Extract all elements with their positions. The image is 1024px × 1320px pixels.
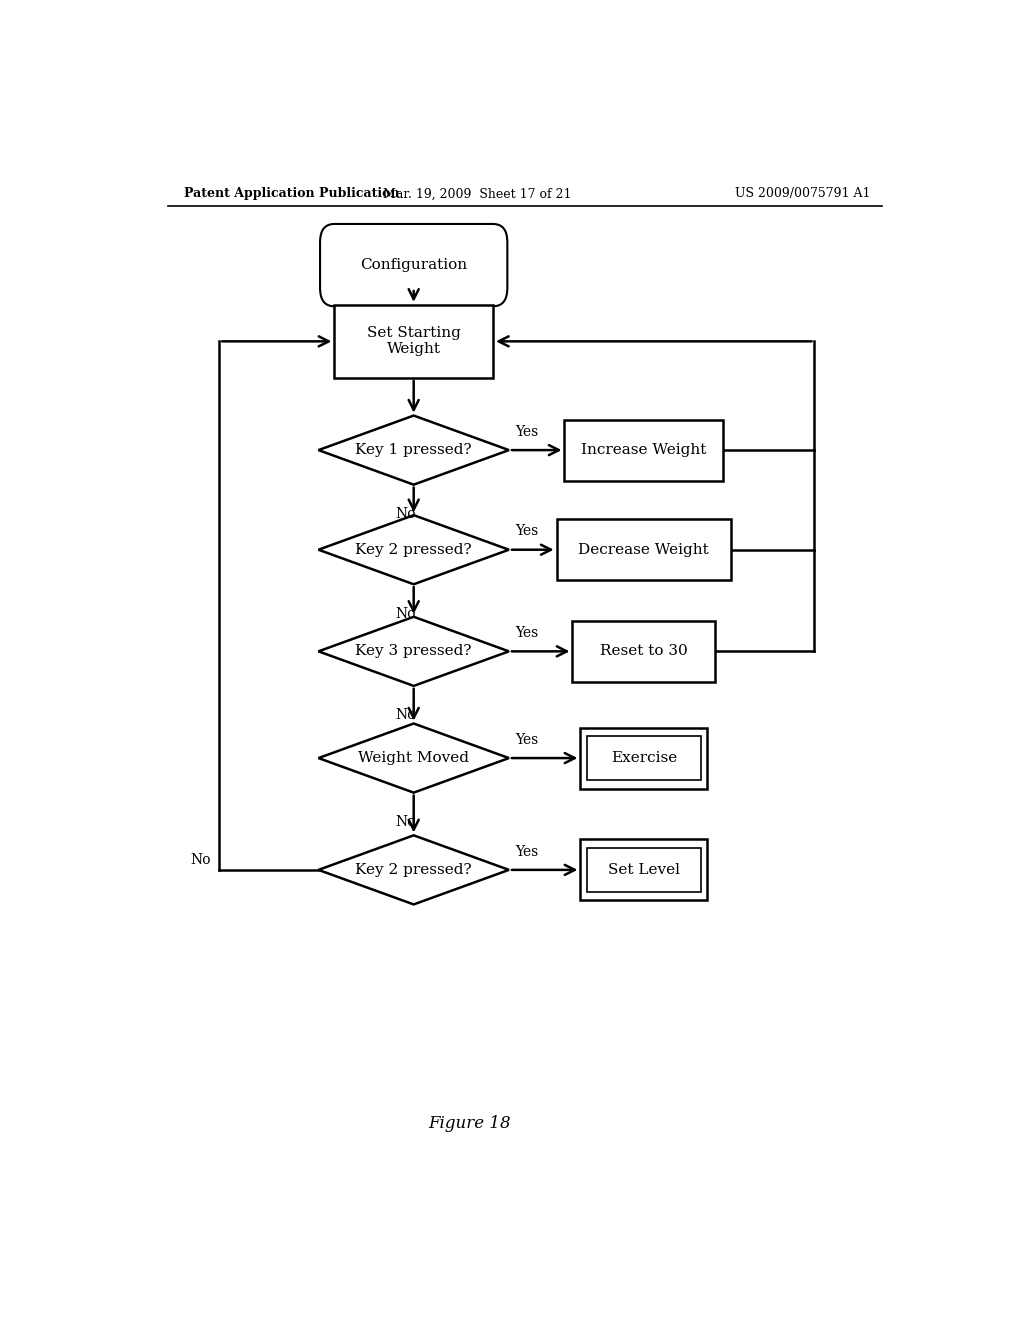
Text: No: No: [395, 607, 416, 620]
Polygon shape: [318, 515, 509, 585]
Bar: [564, 420, 723, 480]
Bar: [587, 847, 701, 892]
Bar: [557, 519, 731, 581]
Text: No: No: [395, 709, 416, 722]
Polygon shape: [318, 836, 509, 904]
Text: No: No: [395, 507, 416, 521]
FancyBboxPatch shape: [321, 224, 507, 306]
Text: No: No: [395, 814, 416, 829]
Text: Yes: Yes: [515, 425, 539, 438]
Text: Key 2 pressed?: Key 2 pressed?: [355, 543, 472, 557]
Text: Exercise: Exercise: [610, 751, 677, 766]
Text: Yes: Yes: [515, 626, 539, 640]
Bar: [581, 840, 708, 900]
Text: Yes: Yes: [515, 845, 539, 858]
Text: Decrease Weight: Decrease Weight: [579, 543, 710, 557]
Text: Configuration: Configuration: [360, 259, 467, 272]
Text: Key 3 pressed?: Key 3 pressed?: [355, 644, 472, 659]
Text: No: No: [190, 853, 211, 867]
Text: Set Starting
Weight: Set Starting Weight: [367, 326, 461, 356]
Text: Set Level: Set Level: [608, 863, 680, 876]
Text: Key 1 pressed?: Key 1 pressed?: [355, 444, 472, 457]
Text: Key 2 pressed?: Key 2 pressed?: [355, 863, 472, 876]
Text: US 2009/0075791 A1: US 2009/0075791 A1: [735, 187, 870, 201]
Text: Patent Application Publication: Patent Application Publication: [183, 187, 399, 201]
Polygon shape: [318, 723, 509, 792]
Bar: [581, 727, 708, 788]
Text: Yes: Yes: [515, 733, 539, 747]
Bar: [572, 620, 715, 682]
Text: Weight Moved: Weight Moved: [358, 751, 469, 766]
Bar: [334, 305, 494, 378]
Text: Reset to 30: Reset to 30: [600, 644, 688, 659]
Bar: [587, 735, 701, 780]
Text: Figure 18: Figure 18: [428, 1115, 511, 1133]
Polygon shape: [318, 416, 509, 484]
Text: Yes: Yes: [515, 524, 539, 539]
Text: Increase Weight: Increase Weight: [582, 444, 707, 457]
Polygon shape: [318, 616, 509, 686]
Text: Mar. 19, 2009  Sheet 17 of 21: Mar. 19, 2009 Sheet 17 of 21: [383, 187, 571, 201]
